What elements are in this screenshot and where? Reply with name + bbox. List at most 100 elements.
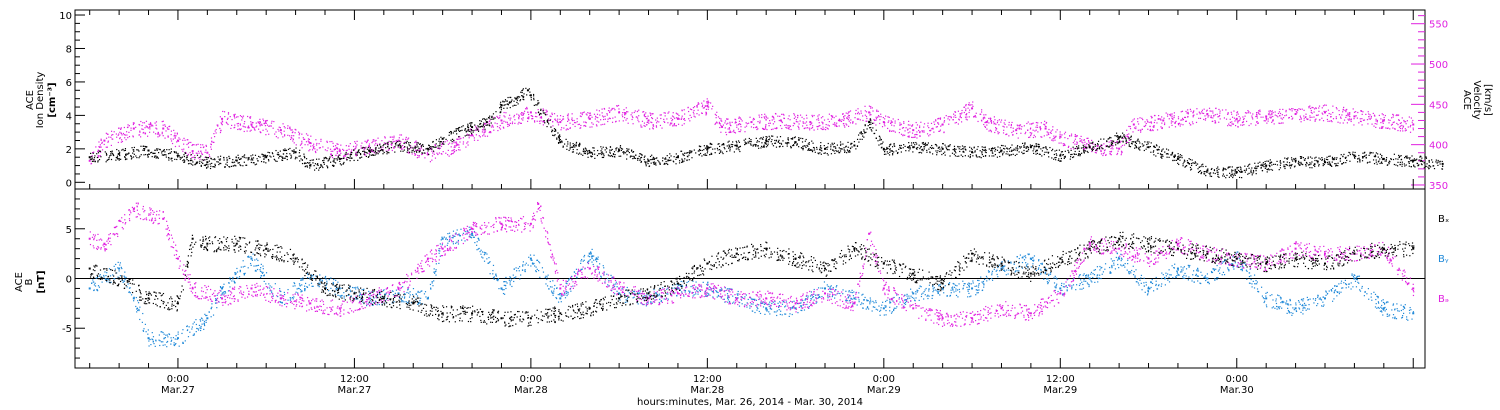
velocity-sample: [1267, 118, 1269, 120]
density-sample: [321, 165, 323, 167]
density-sample: [415, 150, 417, 152]
density-sample: [263, 161, 265, 163]
density-sample: [542, 112, 544, 114]
velocity-sample: [1055, 135, 1057, 137]
density-sample: [548, 123, 550, 125]
velocity-sample: [453, 140, 455, 142]
velocity-sample: [447, 154, 449, 156]
density-sample: [1078, 153, 1080, 155]
density-sample: [351, 157, 353, 159]
density-sample: [100, 156, 102, 158]
velocity-sample: [681, 117, 683, 119]
density-sample: [375, 149, 377, 151]
density-sample: [399, 147, 401, 149]
density-sample: [200, 164, 202, 167]
velocity-sample: [1193, 114, 1195, 116]
velocity-sample: [101, 141, 103, 143]
density-sample: [1097, 144, 1099, 146]
velocity-sample: [546, 113, 548, 116]
density-sample: [142, 145, 145, 147]
velocity-sample: [490, 126, 493, 128]
velocity-sample: [204, 156, 206, 159]
density-sample: [482, 124, 485, 126]
velocity-sample: [1255, 112, 1258, 114]
density-sample: [665, 158, 667, 160]
density-sample: [1099, 146, 1101, 148]
velocity-sample: [631, 118, 633, 121]
density-sample: [324, 156, 327, 159]
velocity-point: [618, 111, 621, 114]
density-sample: [111, 151, 113, 153]
velocity-sample: [858, 118, 860, 120]
density-sample: [516, 96, 518, 98]
density-sample: [1049, 146, 1051, 149]
density-sample: [855, 148, 857, 150]
velocity-sample: [1053, 135, 1055, 137]
velocity-sample: [805, 127, 807, 129]
density-sample: [796, 143, 798, 145]
velocity-sample: [1279, 108, 1281, 111]
density-sample: [175, 152, 177, 154]
density-sample: [1161, 149, 1163, 151]
density-sample: [170, 151, 173, 153]
velocity-sample: [526, 106, 528, 109]
velocity-sample: [417, 154, 419, 157]
velocity-sample: [418, 156, 420, 158]
velocity-sample: [1300, 118, 1303, 120]
density-sample: [892, 152, 894, 155]
velocity-sample: [1309, 116, 1311, 119]
velocity-sample: [393, 135, 395, 137]
velocity-sample: [950, 117, 952, 119]
velocity-sample: [609, 111, 611, 114]
velocity-sample: [1109, 153, 1111, 155]
velocity-sample: [847, 118, 849, 121]
density-sample: [1035, 149, 1037, 151]
velocity-sample: [586, 114, 588, 116]
density-sample: [670, 155, 672, 157]
velocity-sample: [986, 120, 989, 122]
velocity-sample: [1127, 135, 1129, 138]
velocity-sample: [403, 146, 406, 148]
density-sample: [529, 94, 531, 96]
density-sample: [924, 144, 926, 146]
velocity-sample: [963, 106, 966, 108]
velocity-sample: [1030, 127, 1032, 129]
velocity-sample: [426, 152, 429, 154]
density-sample: [981, 146, 983, 148]
density-sample: [981, 153, 983, 156]
velocity-sample: [1192, 115, 1194, 117]
velocity-sample: [1090, 142, 1093, 144]
density-sample: [516, 101, 518, 104]
velocity-sample: [972, 101, 974, 103]
velocity-sample: [345, 150, 347, 152]
density-sample: [376, 152, 378, 154]
velocity-sample: [571, 119, 574, 122]
velocity-sample: [1153, 121, 1156, 124]
velocity-sample: [486, 135, 489, 137]
density-sample: [1115, 132, 1118, 134]
density-sample: [691, 151, 693, 153]
density-sample: [682, 153, 684, 155]
density-sample: [821, 150, 823, 152]
density-point: [309, 164, 312, 167]
velocity-sample: [1011, 131, 1013, 134]
velocity-sample: [1239, 119, 1241, 121]
velocity-sample: [688, 110, 690, 113]
velocity-sample: [1120, 140, 1122, 143]
velocity-sample: [793, 113, 795, 115]
density-sample: [1117, 138, 1120, 140]
velocity-sample: [788, 126, 790, 129]
velocity-sample: [1379, 127, 1381, 129]
density-sample: [245, 164, 247, 166]
density-sample: [859, 138, 861, 140]
density-sample: [473, 129, 475, 132]
density-sample: [697, 150, 699, 152]
density-sample: [603, 153, 605, 155]
velocity-sample: [884, 122, 886, 124]
velocity-sample: [1074, 143, 1076, 145]
velocity-sample: [106, 146, 108, 148]
velocity-sample: [816, 119, 818, 121]
velocity-sample: [771, 116, 774, 118]
velocity-sample: [156, 133, 159, 135]
density-sample: [675, 156, 678, 159]
